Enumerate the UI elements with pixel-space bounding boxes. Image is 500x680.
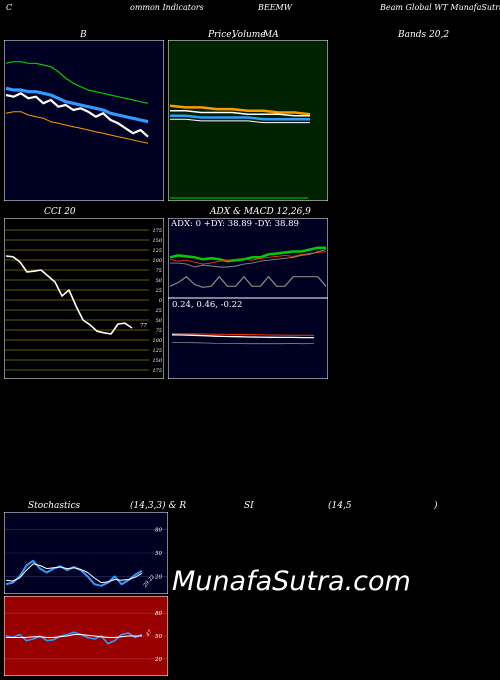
- stoch-d-line: [5, 563, 143, 584]
- adx-series-line-2: [170, 249, 327, 268]
- cci-tick-label: 150: [152, 358, 162, 364]
- rsi-ma-line: [6, 634, 142, 638]
- pv-series-line-3: [170, 118, 310, 124]
- cci-tick-label: 0: [159, 298, 163, 304]
- cci-tick-label: 75: [156, 328, 162, 334]
- rsi-tick-label: 50: [155, 634, 162, 640]
- macd-series-line-0: [171, 334, 314, 339]
- price-volume-ma-chart: [168, 40, 328, 201]
- rsi-params: (14,5: [328, 501, 352, 511]
- cci-tick-label: 175: [152, 228, 162, 234]
- macd-panel-background: [168, 298, 328, 379]
- macd-chart: [168, 298, 328, 379]
- cci-tick-label: 25: [155, 308, 162, 314]
- adx-series-line-1: [169, 251, 327, 265]
- macd-values: 0.24, 0.46, -0.22: [172, 300, 243, 310]
- cci-tick-label: 125: [152, 248, 162, 254]
- bollinger-bands-chart: [4, 40, 164, 201]
- rsi-title: SI: [244, 501, 254, 511]
- stoch-params: (14,3,3) & R: [130, 501, 187, 511]
- rsi-tick-label: 20: [154, 657, 162, 663]
- bb-series-line-1: [5, 61, 149, 104]
- pv-series-line-2: [170, 114, 310, 121]
- adx-values: ADX: 0 +DY: 38.89 -DY: 38.89: [171, 219, 299, 229]
- stoch-tick-label: 80: [155, 528, 162, 534]
- stoch-title: Stochastics: [28, 501, 81, 511]
- stoch-tick-label: 50: [155, 551, 162, 557]
- cci-tick-label: 175: [152, 368, 162, 374]
- rsi-close: ): [434, 501, 438, 511]
- adx-macd-title: ADX & MACD 12,26,9: [210, 207, 311, 217]
- cci-tick-label: 100: [152, 258, 162, 264]
- bb-title: B: [80, 30, 87, 40]
- stoch-tick-label: 20: [154, 574, 162, 580]
- adx-series-line-3: [169, 276, 327, 288]
- adx-chart: [168, 218, 328, 298]
- bands-title: Bands 20,2: [398, 30, 450, 40]
- cci-tick-label: 50: [156, 318, 163, 324]
- cci-last-label: 77: [140, 323, 147, 329]
- price-volume-overlap: Volume: [232, 30, 266, 40]
- ma-title: MA: [263, 30, 279, 40]
- rsi-last-label: 47: [144, 628, 154, 638]
- pv-series-line-0: [169, 104, 311, 116]
- pv-series-line-1: [170, 110, 310, 117]
- cci-title: CCI 20: [44, 207, 76, 217]
- rsi-tick-label: 80: [155, 611, 162, 617]
- cci-tick-label: 25: [155, 288, 162, 294]
- macd-series-line-1: [171, 333, 315, 336]
- header-ticker: BEEMW: [258, 3, 292, 12]
- bb-series-line-3: [5, 111, 149, 144]
- cci-tick-label: 50: [156, 278, 163, 284]
- stoch-k-line: [5, 559, 143, 587]
- cci-tick-label: 150: [152, 238, 162, 244]
- rsi-chart: 80 50 20 47: [4, 596, 168, 676]
- cci-tick-label: 75: [156, 268, 162, 274]
- cci-tick-label: 100: [152, 338, 162, 344]
- watermark: MunafaSutra.com: [172, 566, 411, 597]
- header-left: C: [6, 3, 13, 12]
- header-right: Beam Global WT MunafaSutra.com: [380, 3, 500, 12]
- bb-series-line-2: [5, 86, 149, 124]
- macd-series-line-2: [172, 342, 315, 345]
- adx-series-line-0: [169, 246, 326, 263]
- header-indicators: ommon Indicators: [130, 3, 204, 12]
- cci-line: [5, 255, 133, 335]
- cci-chart: 175 150 125 100 75 50 25 0 25 50 75 100 125 150 175 77: [4, 218, 164, 379]
- price-ma-title: Price,: [208, 30, 235, 40]
- cci-tick-label: 125: [152, 348, 162, 354]
- bb-series-line-0: [5, 92, 149, 138]
- cci-panel-background: [4, 218, 164, 379]
